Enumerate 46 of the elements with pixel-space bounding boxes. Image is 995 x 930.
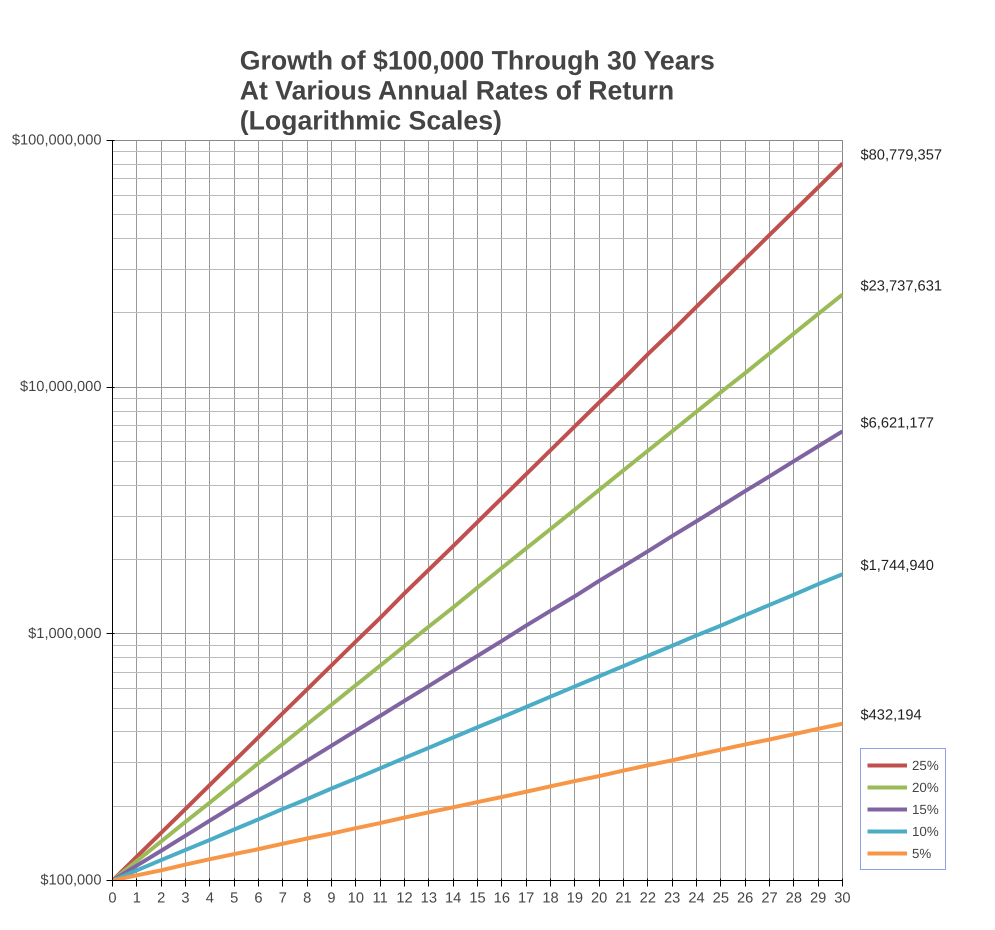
legend-label: 10% — [912, 824, 939, 838]
y-tick-label: $100,000,000 — [12, 132, 102, 148]
legend-label: 5% — [912, 846, 932, 860]
x-tick-label: 6 — [254, 890, 263, 906]
x-tick-label: 14 — [445, 890, 462, 906]
chart-title: Growth of $100,000 Through 30 Years At Various Annual Rates of Return (Logarithmic Scales) — [240, 46, 715, 136]
legend-label: 25% — [912, 758, 939, 772]
x-tick-label: 28 — [786, 890, 802, 906]
x-tick-label: 11 — [372, 890, 388, 906]
x-tick-label: 16 — [494, 890, 510, 906]
text: $23,737,631 — [860, 278, 942, 295]
text: $80,779,357 — [860, 147, 942, 164]
legend-label: 15% — [912, 802, 939, 816]
y-tick-label: $100,000 — [40, 872, 102, 888]
x-tick-label: 20 — [591, 890, 608, 906]
x-tick-label: 30 — [834, 890, 851, 906]
text: $6,621,177 — [860, 415, 934, 432]
x-tick-label: 9 — [327, 890, 336, 906]
x-tick-label: 0 — [108, 890, 117, 906]
legend-label: 20% — [912, 780, 939, 794]
x-tick-label: 13 — [420, 890, 437, 906]
text: $432,194 — [860, 708, 922, 724]
x-tick-label: 2 — [157, 890, 166, 906]
x-tick-label: 3 — [181, 890, 190, 906]
x-tick-label: 27 — [761, 890, 778, 906]
x-tick-label: 26 — [737, 890, 754, 906]
y-tick-label: $10,000,000 — [20, 379, 102, 396]
x-tick-label: 29 — [810, 890, 826, 906]
x-tick-label: 7 — [278, 890, 287, 906]
x-tick-label: 1 — [132, 890, 141, 906]
x-tick-label: 15 — [469, 890, 486, 906]
x-tick-label: 12 — [396, 890, 413, 906]
x-tick-label: 10 — [348, 890, 364, 906]
x-tick-label: 5 — [230, 890, 238, 906]
x-tick-label: 19 — [566, 890, 583, 906]
x-tick-label: 18 — [542, 890, 559, 906]
x-tick-label: 25 — [712, 890, 729, 906]
x-tick-label: 21 — [615, 890, 632, 906]
x-tick-label: 8 — [303, 890, 312, 906]
x-tick-label: 22 — [640, 890, 656, 906]
x-tick-label: 24 — [688, 890, 705, 906]
x-tick-label: 4 — [206, 890, 214, 906]
x-tick-label: 23 — [664, 890, 680, 906]
text: $1,744,940 — [860, 558, 934, 574]
x-tick-label: 17 — [518, 890, 534, 906]
y-tick-label: $1,000,000 — [28, 626, 102, 642]
